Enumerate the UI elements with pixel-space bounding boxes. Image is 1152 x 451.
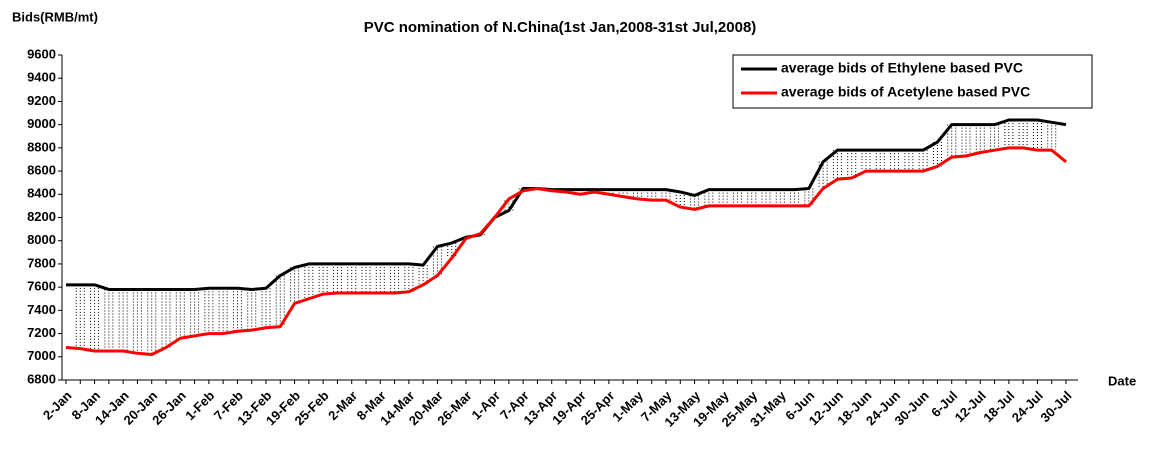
legend-label: average bids of Acetylene based PVC	[781, 84, 1030, 100]
x-tick-label: 1-Feb	[182, 388, 217, 423]
series-line	[65, 146, 1067, 356]
y-tick-label: 7600	[27, 279, 56, 294]
legend-label: average bids of Ethylene based PVC	[781, 60, 1023, 76]
chart-title: PVC nomination of N.China(1st Jan,2008-3…	[364, 19, 757, 36]
y-tick-label: 7200	[27, 325, 56, 340]
y-tick-label: 8800	[27, 139, 56, 154]
y-tick-label: 9600	[27, 46, 56, 61]
x-tick-label: 2-Jan	[40, 388, 75, 423]
y-tick-label: 9400	[27, 70, 56, 85]
y-tick-label: 6800	[27, 371, 56, 386]
y-tick-label: 7400	[27, 302, 56, 317]
y-tick-label: 7000	[27, 348, 56, 363]
y-tick-label: 9000	[27, 116, 56, 131]
x-tick-label: 2-Mar	[325, 388, 360, 423]
x-tick-label: 1-May	[609, 387, 646, 424]
x-tick-label: 1-Apr	[469, 388, 504, 423]
x-tick-label: 24-Jul	[1009, 388, 1046, 425]
y-tick-label: 7800	[27, 255, 56, 270]
series-line	[66, 118, 1067, 291]
x-tick-label: 12-Jul	[952, 388, 989, 425]
legend-box	[732, 54, 1093, 109]
x-axis-label: Date	[1108, 373, 1136, 388]
y-tick-label: 8400	[27, 186, 56, 201]
x-tick-label: 18-Jul	[980, 388, 1017, 425]
y-tick-label: 8200	[27, 209, 56, 224]
y-axis-label: Bids(RMB/mt)	[12, 9, 98, 24]
x-tick-label: 30-Jul	[1037, 388, 1074, 425]
y-tick-label: 8600	[27, 163, 56, 178]
y-tick-label: 9200	[27, 93, 56, 108]
y-tick-label: 8000	[27, 232, 56, 247]
